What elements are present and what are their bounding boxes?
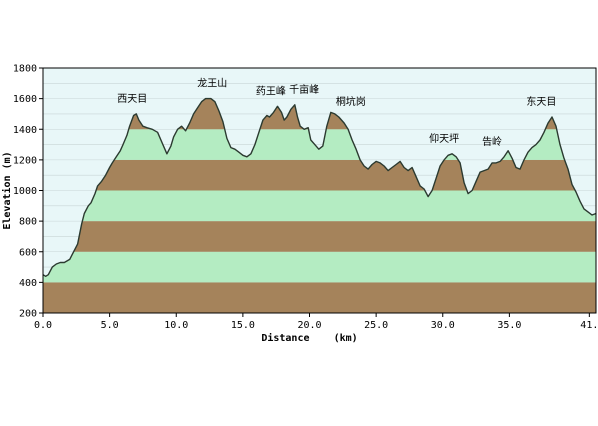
- peak-label: 桐坑岗: [336, 95, 366, 108]
- x-tick-label: 20.0: [297, 320, 321, 331]
- y-axis-title: Elevation (m): [1, 151, 13, 229]
- elevation-band: [43, 221, 596, 252]
- y-tick-label: 400: [19, 278, 37, 289]
- y-tick-label: 800: [19, 217, 37, 228]
- peak-label: 东天目: [526, 95, 556, 108]
- x-tick-label: 0.0: [34, 320, 52, 331]
- peak-label: 药王峰: [256, 85, 286, 97]
- peak-label: 告岭: [482, 135, 502, 148]
- y-tick-label: 1400: [13, 125, 37, 136]
- elevation-band: [43, 252, 596, 283]
- y-tick-label: 1800: [13, 64, 37, 75]
- y-tick-label: 1600: [13, 94, 37, 105]
- y-tick-label: 600: [19, 247, 37, 258]
- y-tick-label: 1200: [13, 155, 37, 166]
- elevation-band: [43, 191, 596, 222]
- peak-label: 西天目: [117, 94, 147, 105]
- y-tick-label: 1000: [13, 186, 37, 197]
- elevation-band: [43, 282, 596, 313]
- peak-label: 龙王山: [197, 77, 227, 90]
- elevation-band: [43, 160, 596, 191]
- y-tick-label: 200: [19, 309, 37, 320]
- x-axis-title: Distance (km): [261, 332, 357, 344]
- x-tick-label: 35.0: [497, 320, 521, 331]
- peak-label: 仰天坪: [429, 132, 459, 145]
- peak-label: 千亩峰: [289, 83, 319, 96]
- x-tick-label: 30.0: [431, 320, 455, 331]
- x-tick-label: 15.0: [231, 320, 255, 331]
- x-tick-label: 5.0: [101, 320, 119, 331]
- x-tick-label: 41.: [580, 320, 598, 331]
- x-tick-label: 25.0: [364, 320, 388, 331]
- x-tick-label: 10.0: [164, 320, 188, 331]
